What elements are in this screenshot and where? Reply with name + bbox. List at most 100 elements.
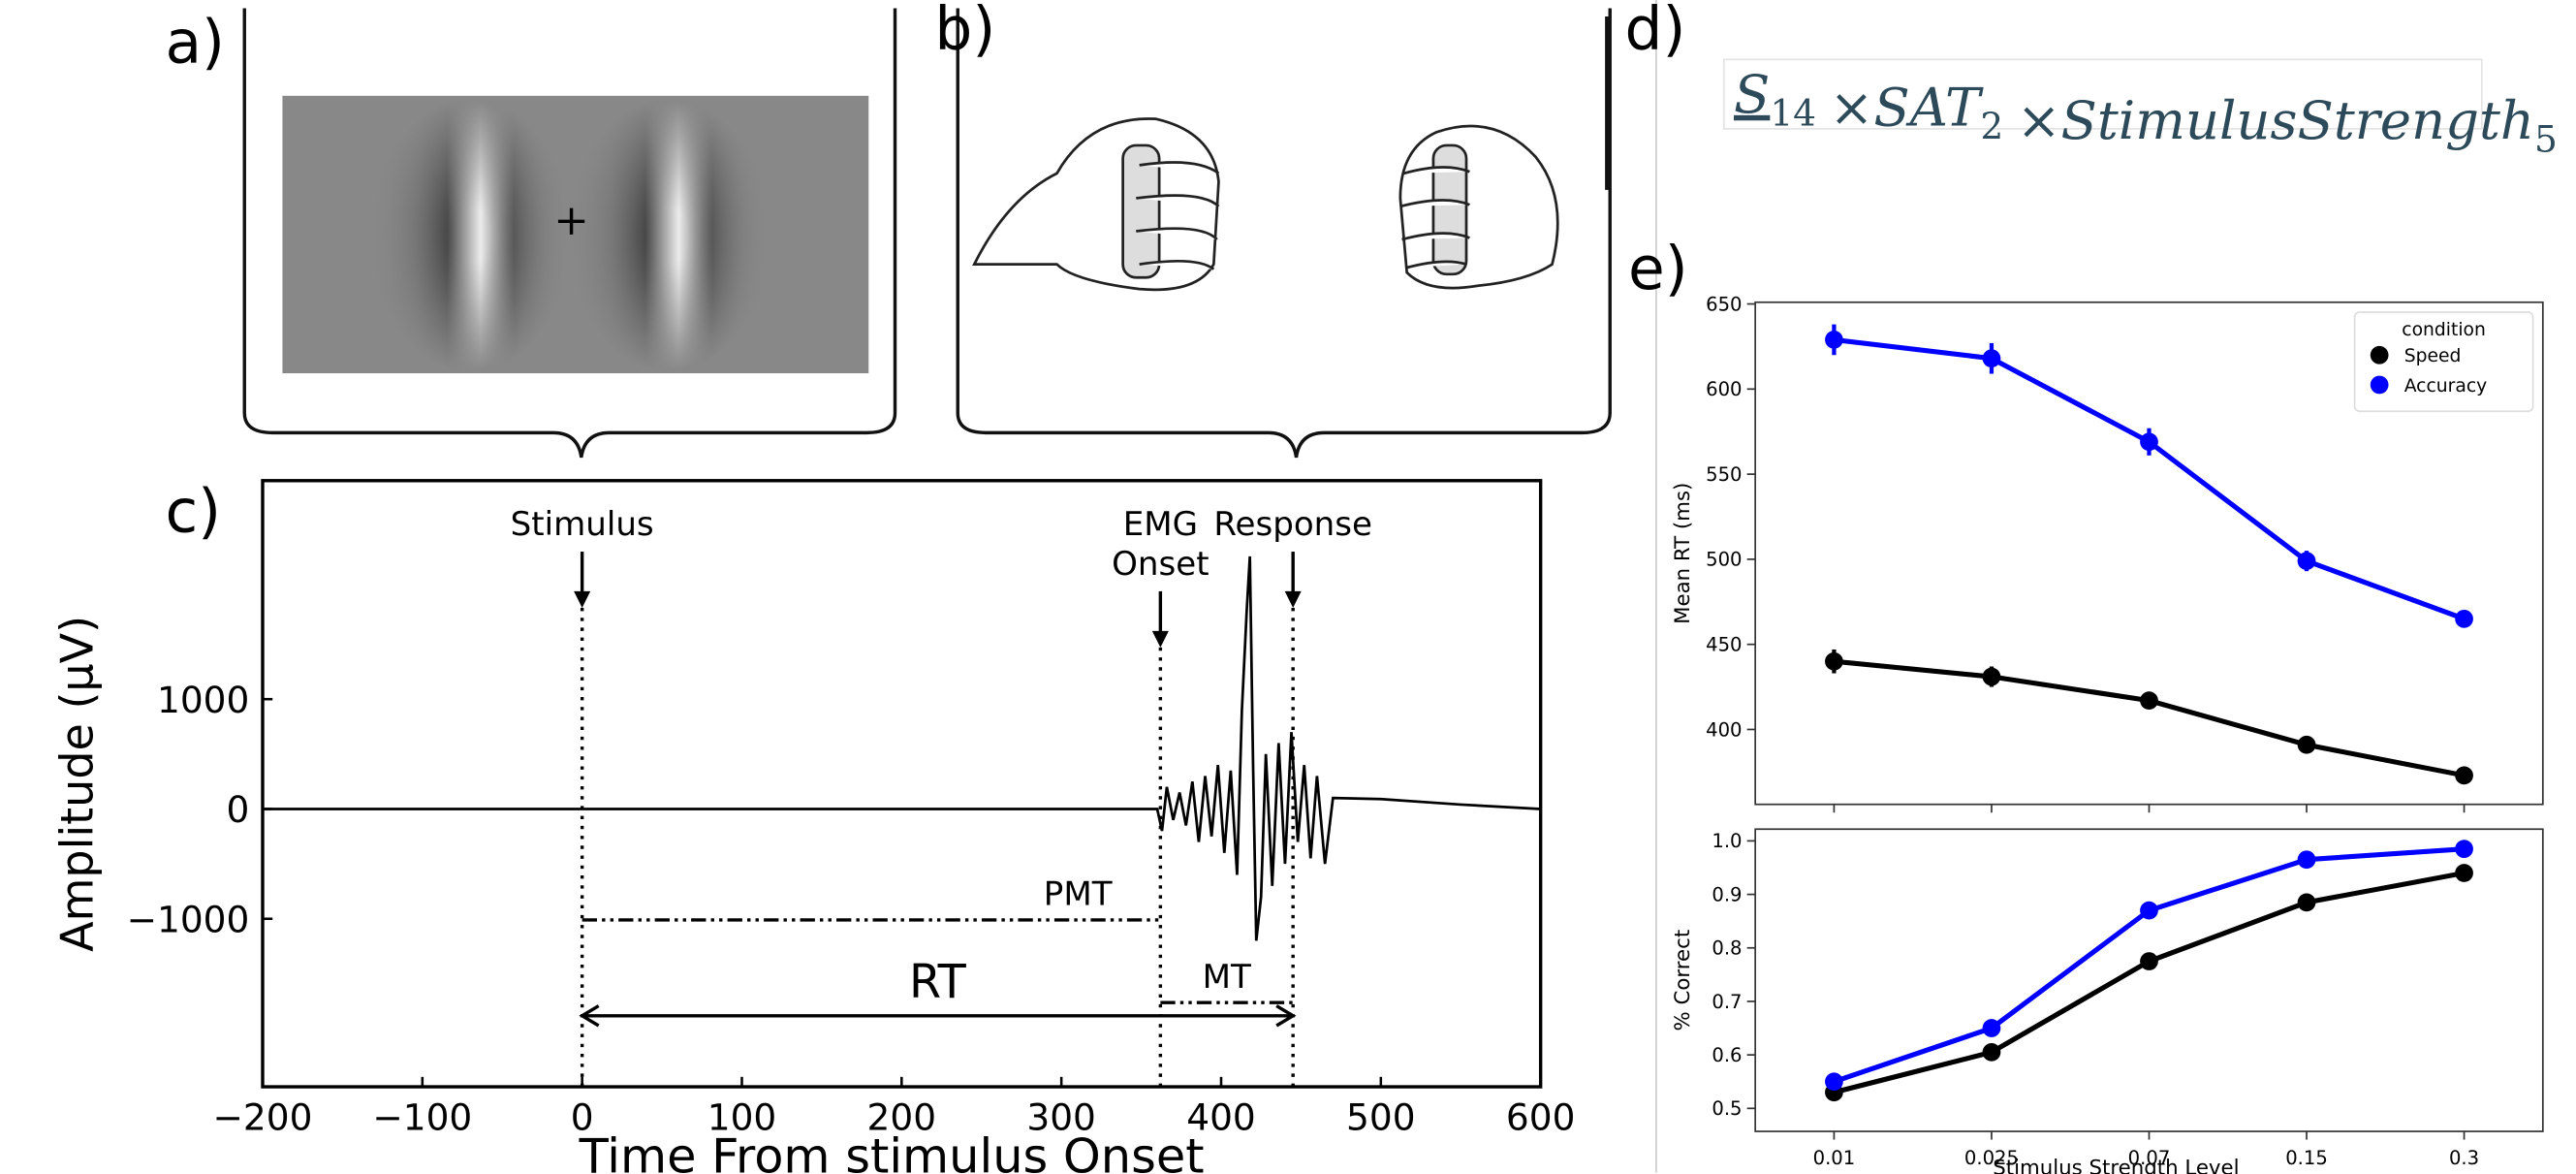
y-tick-label: 500 [1706,549,1742,571]
series-line [1834,658,2466,778]
y-tick-label: 1.0 [1712,830,1742,852]
y-tick-label: 0.9 [1712,883,1742,905]
interval-label: RT [909,956,967,1009]
y-axis-label: Amplitude (μV) [51,616,104,952]
x-tick-label: 0.01 [1813,1147,1856,1169]
y-tick-label: 550 [1706,463,1742,486]
point [2297,850,2316,870]
x-tick-label: 0.025 [1964,1147,2019,1169]
point [2140,952,2158,970]
x-tick-label: 0.15 [2285,1147,2328,1169]
x-tick-label: 200 [867,1095,937,1138]
x-tick-label: 600 [1506,1095,1576,1138]
legend-box [2353,311,2534,413]
x-tick-label: −200 [213,1095,313,1138]
legend-label: Speed [2404,346,2462,366]
event-label: Onset [1112,545,1209,584]
formula-box [1722,58,2483,130]
x-tick-label: 500 [1346,1095,1416,1138]
y-tick-label: 400 [1706,718,1742,741]
event-arrowhead [574,590,591,608]
point [2140,901,2158,920]
point [2297,893,2316,912]
interval-label: PMT [1044,875,1113,914]
x-tick-label: 0 [571,1095,594,1138]
panel-label: b) [934,0,995,64]
point [2455,766,2473,785]
point [2140,691,2158,710]
event-arrowhead [1284,590,1302,608]
point [2455,609,2473,628]
formula-subscript: 2 [1980,105,2003,147]
y-tick-label: 0.5 [1712,1097,1742,1120]
point [2455,840,2473,859]
legend-label: Accuracy [2404,376,2488,397]
point [1982,1043,2001,1062]
x-axis-label: Time From stimulus Onset [579,1128,1205,1174]
y-tick-label: 0.7 [1712,991,1742,1013]
formula-term: S [1734,63,1770,125]
y-tick-label: 600 [1706,378,1742,400]
event-label: Response [1213,505,1372,544]
panel-label: a) [165,9,225,78]
panel-label: e) [1628,235,1688,303]
interval-arrowhead [579,1004,600,1028]
panel-label: d) [1625,0,1686,64]
x-tick-label: 100 [707,1095,777,1138]
y-tick-label: 650 [1706,293,1742,315]
formula-subscript: 5 [2534,118,2558,161]
x-tick-label: 400 [1186,1095,1256,1138]
formula-term: StimulusStrength [2061,89,2534,151]
point [1825,1072,1843,1092]
fixation-cross [557,207,585,235]
x-tick-label: −100 [372,1095,472,1138]
formula-subscript: 14 [1770,91,1816,134]
y-tick-label: −1000 [127,898,250,940]
x-tick-label: 0.07 [2128,1147,2171,1169]
brace-b [956,8,1612,459]
x-tick-label: 300 [1026,1095,1096,1138]
gabor-right [569,99,769,372]
y-tick-label: 0.6 [1712,1044,1742,1066]
point [2455,864,2473,882]
point [2297,552,2316,571]
x-tick-label: 0.3 [2449,1147,2479,1169]
legend-marker [2370,375,2389,395]
point [2140,432,2158,452]
y-tick-label: 1000 [157,679,249,721]
formula-operator: × [2017,89,2061,151]
event-label: EMG [1123,505,1198,544]
event-arrowhead [1151,630,1169,648]
point [1982,349,2001,368]
formula-term: SAT [1873,76,1984,138]
legend-marker [2370,345,2389,365]
event-label: Stimulus [511,505,654,544]
y-tick-label: 450 [1706,633,1742,655]
y-tick-label: 0 [227,788,250,831]
formula: S14 ×SAT2 ×StimulusStrength5 [1734,63,2558,161]
plot-frame [1754,828,2544,1132]
gabor-left [371,99,570,372]
brace-a [242,8,897,459]
legend-title: condition [2402,320,2486,340]
x-axis-label: Stimulus Strength Level [1993,1156,2239,1174]
point [2297,735,2316,754]
point [1982,1019,2001,1037]
right-hand [1398,124,1559,290]
interval-label: MT [1203,958,1251,997]
plot-frame [261,479,1543,1089]
trace [262,555,1541,941]
panel-label: c) [165,478,221,547]
point [1825,651,1843,671]
left-hand [972,117,1220,292]
formula-operator: × [1830,76,1874,138]
y-axis-label: % Correct [1671,930,1695,1031]
interval-arrowhead [1275,1004,1297,1028]
y-tick-label: 0.8 [1712,937,1742,960]
point [1825,331,1843,349]
point [1982,667,2001,686]
y-axis-label: Mean RT (ms) [1671,483,1695,624]
